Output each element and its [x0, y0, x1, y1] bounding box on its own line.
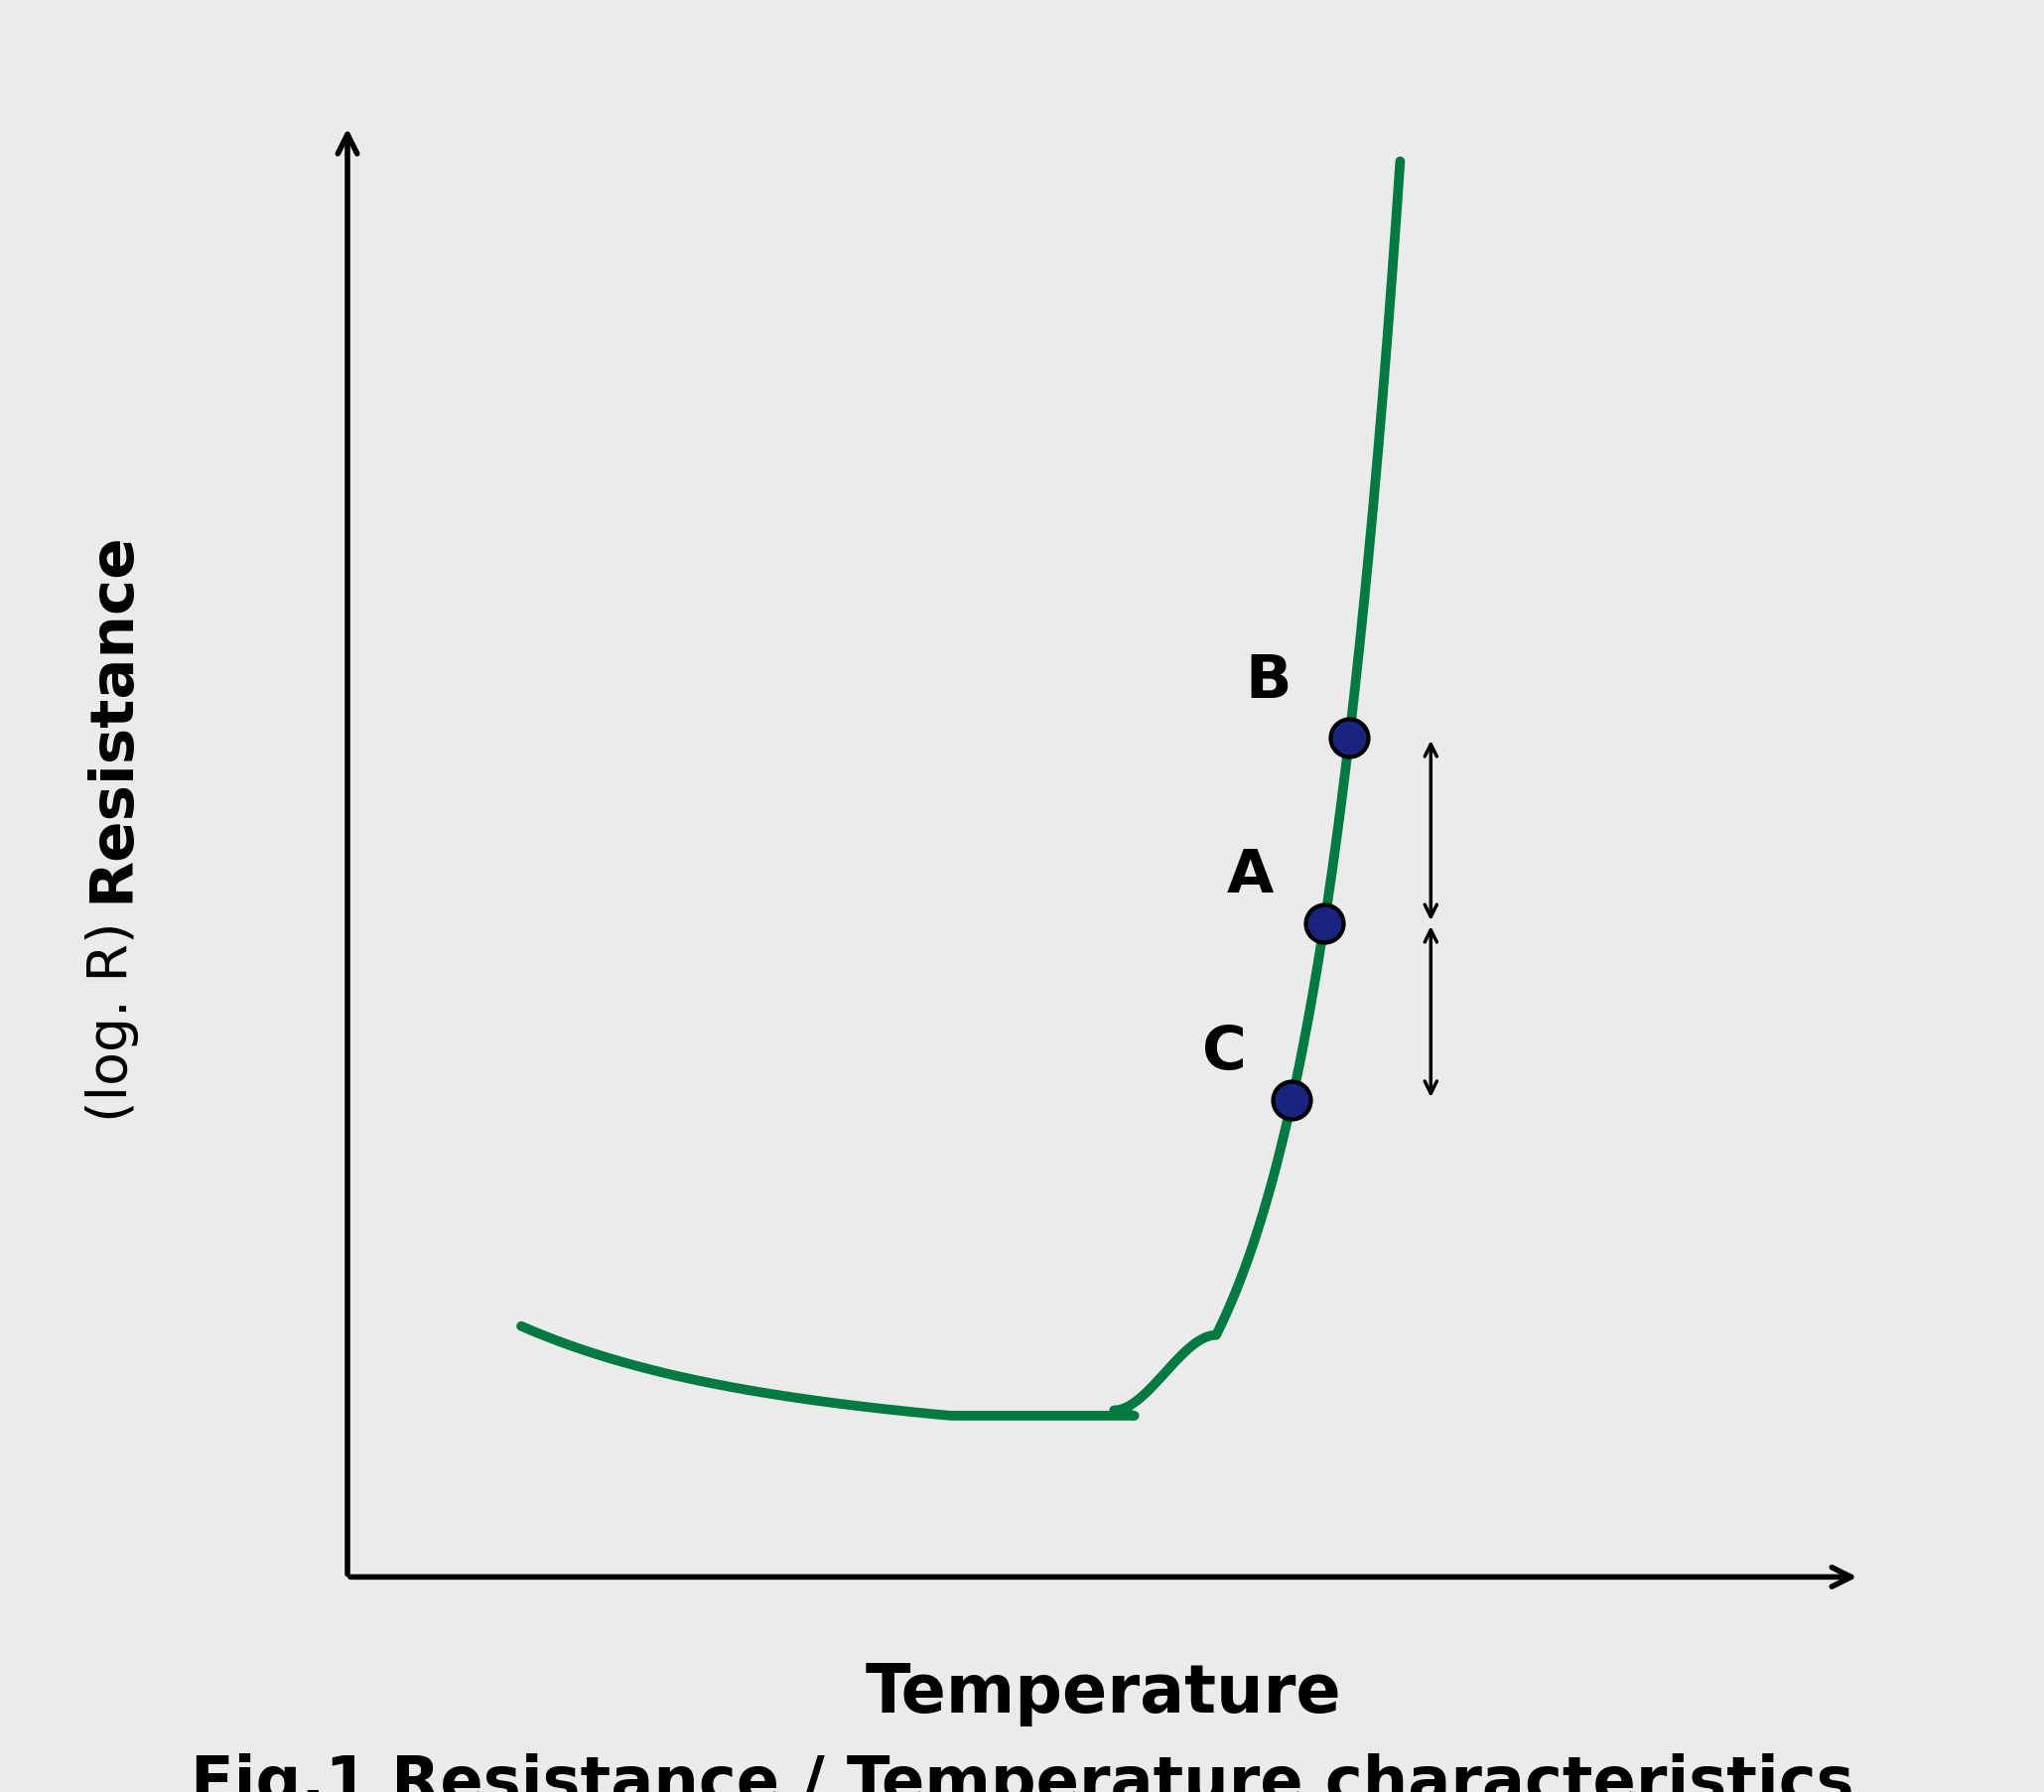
Text: (log. R): (log. R)	[86, 921, 139, 1122]
Point	[1275, 1086, 1308, 1115]
Text: B: B	[1245, 652, 1292, 711]
Text: A: A	[1226, 848, 1273, 905]
Text: C: C	[1202, 1023, 1247, 1082]
Text: Temperature: Temperature	[867, 1661, 1341, 1726]
Point	[1308, 909, 1341, 937]
Point	[1333, 724, 1365, 753]
Text: Resistance: Resistance	[84, 530, 141, 903]
Text: Fig.1 Resistance / Temperature characteristics: Fig.1 Resistance / Temperature character…	[190, 1753, 1854, 1792]
